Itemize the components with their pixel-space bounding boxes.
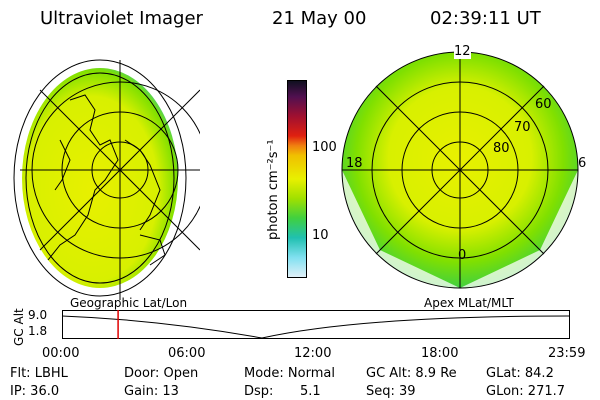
geographic-map xyxy=(13,59,200,300)
door-field: Door: Open xyxy=(124,366,199,381)
colorbar xyxy=(287,80,307,278)
mlat-label-80: 80 xyxy=(493,141,510,156)
mlt-label-18: 18 xyxy=(346,156,363,171)
alt-xtick-2: 12:00 xyxy=(294,346,332,361)
alt-xtick-0: 00:00 xyxy=(42,346,80,361)
dsp-label: Dsp: xyxy=(244,384,274,399)
gc-alt-field: GC Alt: 8.9 Re xyxy=(366,366,457,381)
date-label: 21 May 00 xyxy=(272,8,367,29)
mode-field: Mode: Normal xyxy=(244,366,335,381)
colorbar-tick-10: 10 xyxy=(312,228,329,243)
seq-field: Seq: 39 xyxy=(366,384,416,399)
alt-ylabel: GC Alt xyxy=(12,308,26,346)
filter-field: Flt: LBHL xyxy=(10,366,68,381)
mlat-label-70: 70 xyxy=(514,120,531,135)
mlat-label-60: 60 xyxy=(535,97,552,112)
dsp-value: 5.1 xyxy=(300,384,321,399)
glat-field: GLat: 84.2 xyxy=(486,366,554,381)
aurora-disk-geo xyxy=(22,68,178,288)
coastline xyxy=(124,139,161,231)
glon-field: GLon: 271.7 xyxy=(486,384,566,399)
alt-ymin: 1.8 xyxy=(28,324,48,338)
alt-xtick-1: 06:00 xyxy=(168,346,206,361)
mlt-label-6: 6 xyxy=(578,156,587,171)
right-panel-label: Apex MLat/MLT xyxy=(424,296,514,310)
colorbar-unit-label: photon cm⁻²s⁻¹ xyxy=(266,139,281,240)
altitude-track xyxy=(61,310,570,339)
alt-xtick-3: 18:00 xyxy=(421,346,459,361)
ip-field: IP: 36.0 xyxy=(10,384,60,399)
polar-plot xyxy=(341,51,579,289)
left-panel-label: Geographic Lat/Lon xyxy=(70,296,188,310)
gain-field: Gain: 13 xyxy=(124,384,179,399)
alt-xtick-4: 23:59 xyxy=(548,346,586,361)
colorbar-tick-100: 100 xyxy=(312,140,337,155)
coastline xyxy=(54,139,71,191)
instrument-title: Ultraviolet Imager xyxy=(40,8,203,29)
mlt-label-0: 0 xyxy=(458,248,467,263)
time-label: 02:39:11 UT xyxy=(430,8,541,29)
alt-ymax: 9.0 xyxy=(28,308,48,322)
coastline xyxy=(47,94,119,261)
mlt-label-12: 12 xyxy=(454,44,471,59)
